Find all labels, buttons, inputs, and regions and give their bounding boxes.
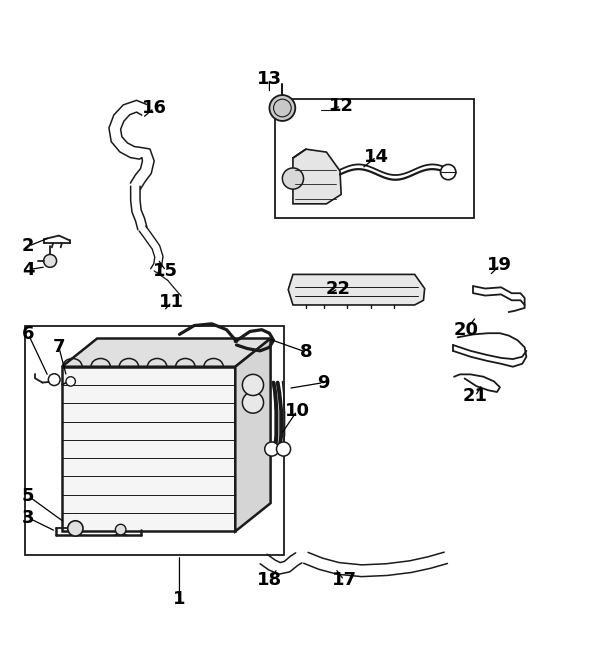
- Circle shape: [283, 168, 304, 189]
- Text: 15: 15: [154, 262, 178, 280]
- Text: 9: 9: [317, 374, 330, 392]
- Text: 1: 1: [173, 590, 186, 608]
- Circle shape: [66, 376, 76, 386]
- Circle shape: [269, 95, 295, 121]
- Text: 20: 20: [454, 321, 478, 338]
- Text: 3: 3: [22, 509, 35, 527]
- Text: 12: 12: [329, 97, 353, 115]
- Text: 14: 14: [364, 148, 389, 166]
- Text: 4: 4: [22, 261, 35, 279]
- Polygon shape: [235, 338, 271, 532]
- Polygon shape: [62, 338, 271, 367]
- Text: 18: 18: [257, 571, 282, 589]
- Text: 22: 22: [326, 279, 351, 298]
- Text: 11: 11: [160, 293, 184, 311]
- Polygon shape: [288, 275, 425, 305]
- Text: 16: 16: [142, 99, 167, 117]
- Circle shape: [44, 254, 56, 267]
- Text: 6: 6: [22, 325, 35, 344]
- Text: 10: 10: [284, 402, 310, 420]
- Circle shape: [115, 524, 126, 535]
- Text: 8: 8: [299, 343, 312, 361]
- Text: 5: 5: [22, 487, 35, 505]
- Bar: [275, 99, 474, 218]
- Text: 13: 13: [257, 70, 282, 87]
- Circle shape: [277, 442, 290, 456]
- Text: 17: 17: [332, 571, 356, 589]
- Circle shape: [265, 442, 279, 456]
- Circle shape: [242, 374, 263, 396]
- Polygon shape: [293, 149, 341, 204]
- Text: 7: 7: [53, 338, 65, 356]
- Polygon shape: [62, 367, 235, 532]
- Bar: [25, 326, 284, 555]
- Circle shape: [242, 392, 263, 413]
- Text: 21: 21: [463, 387, 488, 405]
- Text: 2: 2: [22, 237, 35, 255]
- Text: 19: 19: [487, 256, 512, 274]
- Circle shape: [68, 521, 83, 536]
- Circle shape: [49, 374, 60, 386]
- Circle shape: [440, 164, 456, 180]
